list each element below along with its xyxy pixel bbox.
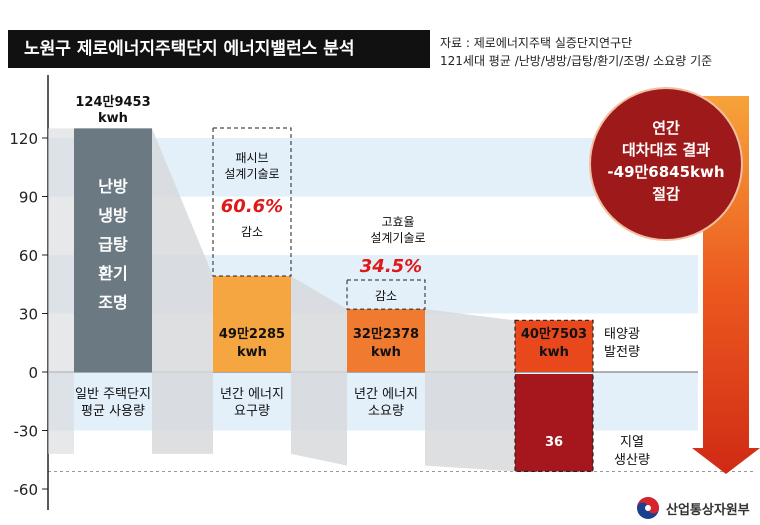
y-tick-label: -60: [14, 481, 39, 499]
category-label: 년간 에너지: [220, 387, 284, 402]
bar-energy-consumption: [347, 309, 425, 372]
bar-solar-production: [515, 320, 593, 372]
passive-reduction-percent: 60.6%: [221, 196, 283, 217]
solar-unit: kwh: [539, 345, 569, 360]
efficiency-annotation-line: 고효율: [381, 215, 414, 229]
bar-general-value: 124만9453: [75, 94, 150, 110]
ministry-footer: 산업통상자원부: [636, 495, 750, 521]
bar-general-component-label: 난방: [98, 177, 128, 196]
efficiency-reduction-suffix: 감소: [375, 289, 397, 303]
category-label: 요구량: [234, 404, 270, 419]
geothermal-side-label: 지열: [620, 435, 644, 450]
efficiency-reduction-percent: 34.5%: [360, 256, 422, 277]
category-label: 평균 사용량: [81, 404, 145, 419]
y-tick-label: 60: [19, 247, 38, 265]
savings-callout-text: 절감: [652, 185, 680, 203]
bar-consumption-unit: kwh: [371, 345, 401, 360]
ministry-name: 산업통상자원부: [666, 502, 750, 518]
reduction-shadow-3: [425, 309, 515, 472]
bar-demand-value: 49만2285: [219, 326, 285, 342]
bar-general-component-label: 급탕: [98, 235, 128, 254]
y-tick-label: 90: [19, 189, 38, 207]
savings-callout-circle: [589, 87, 743, 241]
y-tick-label: 120: [9, 130, 38, 148]
y-tick-label: 30: [19, 306, 38, 324]
bar-general-component-label: 환기: [98, 264, 127, 283]
geothermal-value: 36: [545, 435, 563, 450]
category-label: 일반 주택단지: [75, 387, 151, 402]
government-taegeuk-logo-icon: [637, 497, 659, 519]
savings-callout-text: 연간: [652, 119, 680, 137]
reduction-shadow-1: [152, 128, 213, 454]
source-line-1: 자료 : 제로에너지주택 실증단지연구단: [440, 36, 633, 50]
efficiency-reduction-box: [346, 279, 426, 310]
bar-energy-demand: [213, 276, 291, 372]
savings-callout-text: -49만6845kwh: [607, 163, 724, 181]
bar-general-usage: [74, 128, 152, 372]
solar-side-label: 태양광: [604, 327, 640, 342]
production-outline: [514, 319, 594, 473]
efficiency-annotation-line: 설계기술로: [370, 231, 425, 245]
bar-general-unit: kwh: [98, 111, 128, 126]
bar-general-component-label: 냉방: [98, 206, 128, 225]
solar-value: 40만7503: [521, 326, 587, 342]
chart-title: 노원구 제로에너지주택단지 에너지밸런스 분석: [8, 30, 430, 68]
bar-general-component-label: 조명: [98, 293, 127, 312]
y-tick-label: -30: [14, 423, 39, 441]
passive-annotation-line: 패시브: [235, 151, 268, 165]
y-tick-label: 0: [28, 364, 38, 382]
left-shadow: [48, 128, 74, 454]
passive-reduction-suffix: 감소: [241, 225, 263, 239]
source-note: 자료 : 제로에너지주택 실증단지연구단 121세대 평균 /난방/냉방/급탕/…: [440, 34, 712, 70]
category-label: 년간 에너지: [354, 387, 418, 402]
geothermal-side-label: 생산량: [614, 453, 650, 468]
solar-side-label: 발전량: [604, 345, 640, 360]
savings-callout-text: 대차대조 결과: [622, 141, 710, 159]
bar-geothermal-production: [515, 374, 593, 472]
passive-annotation-line: 설계기술로: [224, 167, 279, 181]
bar-demand-unit: kwh: [237, 345, 267, 360]
bar-consumption-value: 32만2378: [353, 326, 419, 342]
category-label: 소요량: [368, 404, 404, 419]
source-line-2: 121세대 평균 /난방/냉방/급탕/환기/조명/ 소요량 기준: [440, 54, 713, 68]
passive-reduction-box: [212, 127, 292, 277]
reduction-shadow-2: [291, 276, 347, 466]
